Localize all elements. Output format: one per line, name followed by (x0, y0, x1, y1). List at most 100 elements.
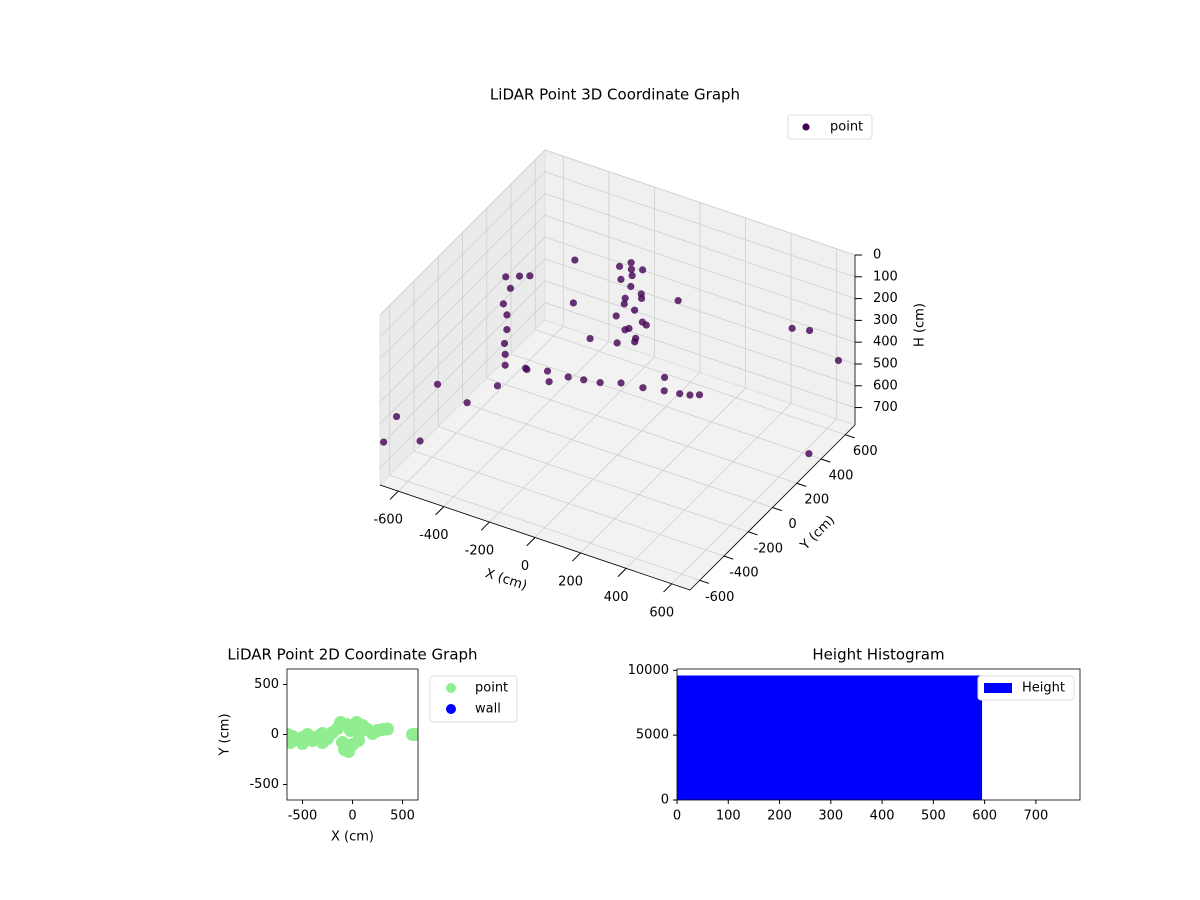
grid-line (544, 193, 856, 299)
z-tick-label: 100 (873, 269, 898, 284)
point (639, 384, 647, 392)
x-tick-label: 400 (870, 809, 895, 824)
legend-label: point (830, 120, 863, 135)
legend-box (977, 675, 1075, 701)
point (503, 325, 511, 334)
point (463, 399, 471, 407)
x-axis-label: X (cm) (331, 830, 374, 845)
y-tick-label: -200 (753, 541, 783, 556)
point (543, 367, 552, 375)
point (637, 294, 646, 303)
point (316, 736, 329, 749)
point (515, 272, 524, 280)
point (621, 294, 629, 302)
axis-line (379, 484, 691, 591)
point (625, 324, 633, 333)
point (630, 306, 639, 314)
grid-line (389, 474, 700, 581)
point (571, 256, 579, 264)
y-tick-label: 5000 (636, 728, 669, 743)
point (503, 311, 511, 319)
legend-marker (446, 704, 456, 714)
grid-line (413, 450, 725, 557)
y-tick-label: 0 (271, 727, 279, 742)
legend-box (787, 114, 873, 140)
point (642, 321, 650, 329)
y-tick-label: 0 (788, 517, 796, 532)
point (287, 736, 297, 749)
point (380, 438, 388, 446)
x-tick-label: 300 (818, 809, 843, 824)
z-tick-label: 300 (873, 313, 898, 328)
x-tick-label: 0 (673, 809, 681, 824)
grid-line (379, 302, 546, 468)
point (627, 259, 635, 267)
y-tick-label: -400 (729, 566, 759, 581)
point (805, 450, 813, 458)
y-tick (796, 482, 807, 487)
point (613, 339, 621, 347)
point (674, 297, 682, 305)
point (502, 273, 510, 281)
grid-line (379, 280, 546, 447)
point (695, 391, 704, 399)
grid-line (544, 149, 856, 256)
y-tick (748, 531, 758, 536)
x-tick (389, 490, 399, 500)
point (631, 338, 639, 346)
grid-line (544, 215, 856, 321)
point (612, 312, 620, 320)
y-tick-label: 500 (254, 677, 279, 692)
y-tick-label: 400 (829, 468, 854, 483)
point (617, 379, 625, 387)
point (627, 282, 635, 291)
y-tick-label: 600 (853, 444, 878, 459)
z-tick-label: 700 (873, 400, 898, 415)
point (596, 379, 604, 387)
point (521, 364, 530, 372)
grid-line (438, 426, 749, 533)
point (617, 275, 625, 283)
x-tick-label: 700 (1023, 809, 1048, 824)
y-tick (820, 458, 831, 463)
y-tick-label: 0 (661, 793, 669, 808)
point (615, 262, 624, 270)
grid-line (379, 258, 546, 425)
z-tick-label: 600 (873, 378, 898, 393)
chart-title: Height Histogram (812, 646, 944, 664)
point (788, 324, 796, 332)
point (660, 373, 669, 382)
point (564, 373, 572, 381)
bar (677, 675, 983, 800)
grid-line (544, 302, 856, 408)
z-tick-label: 0 (873, 248, 881, 263)
y-tick-label: -500 (249, 777, 279, 792)
point (526, 272, 534, 280)
x-tick (435, 506, 445, 516)
legend-marker (446, 683, 456, 693)
point (686, 391, 694, 399)
grid-line (379, 193, 546, 359)
grid-line (486, 377, 797, 484)
x-tick-label: 600 (649, 605, 674, 620)
point (416, 437, 424, 445)
point (381, 722, 394, 736)
x-tick-label: -500 (288, 809, 318, 824)
y-tick-label: 200 (804, 493, 829, 508)
legend-label: wall (475, 702, 501, 717)
x-tick-label: -600 (373, 513, 403, 528)
plot-area (287, 716, 418, 758)
x-tick (526, 537, 536, 547)
point (660, 387, 668, 395)
grid-line (544, 280, 856, 387)
x-tick (571, 552, 581, 562)
point (500, 339, 509, 348)
legend-marker (802, 123, 810, 131)
x-tick-label: -400 (419, 528, 449, 543)
point (569, 299, 577, 307)
point (499, 300, 507, 308)
grid-line (379, 215, 546, 381)
point (628, 271, 636, 280)
point (580, 376, 588, 384)
